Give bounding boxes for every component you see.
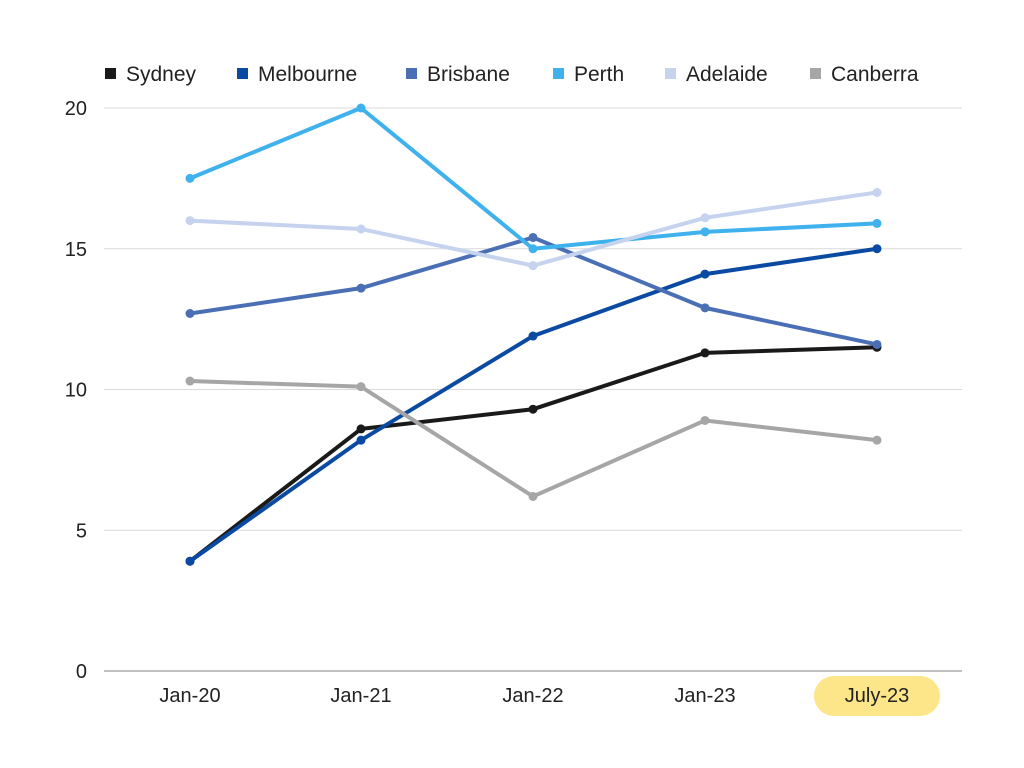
data-point (528, 261, 538, 271)
data-point (356, 224, 366, 234)
data-point (700, 415, 710, 425)
series-canberra (185, 376, 882, 501)
x-tick-label: Jan-21 (330, 685, 391, 707)
data-point (528, 404, 538, 414)
series-brisbane (185, 232, 882, 349)
data-point (356, 424, 366, 434)
legend-label: Brisbane (427, 63, 510, 86)
series-line (188, 345, 879, 564)
legend-swatch (553, 68, 564, 79)
series-perth (185, 103, 882, 254)
data-point (356, 435, 366, 445)
data-point (872, 244, 882, 254)
legend-swatch (406, 68, 417, 79)
legend-item-brisbane: Brisbane (406, 63, 510, 86)
data-point (185, 308, 195, 318)
series-line (188, 235, 879, 347)
series-sydney (185, 342, 882, 566)
series-melbourne (185, 244, 882, 566)
data-point (528, 232, 538, 242)
legend-item-perth: Perth (553, 63, 624, 86)
data-point (185, 556, 195, 566)
legend-swatch (237, 68, 248, 79)
data-point (356, 382, 366, 392)
data-point (700, 227, 710, 237)
y-tick-label: 0 (76, 661, 87, 683)
data-point (356, 103, 366, 113)
data-point (700, 213, 710, 223)
y-tick-label: 15 (65, 239, 87, 261)
data-point (185, 173, 195, 183)
legend-item-adelaide: Adelaide (665, 63, 768, 86)
x-tick-label: Jan-22 (502, 685, 563, 707)
data-point (528, 331, 538, 341)
data-point (700, 348, 710, 358)
legend-label: Sydney (126, 63, 197, 86)
data-point (356, 283, 366, 293)
data-point (528, 491, 538, 501)
y-tick-label: 10 (65, 380, 87, 402)
data-point (872, 218, 882, 228)
legend-swatch (105, 68, 116, 79)
y-tick-label: 5 (76, 520, 87, 542)
data-point (872, 435, 882, 445)
legend-label: Adelaide (686, 63, 768, 86)
gridlines (104, 107, 962, 672)
data-point (872, 187, 882, 197)
data-point (872, 339, 882, 349)
data-point (700, 269, 710, 279)
highlight-pill (814, 676, 940, 716)
legend-label: Melbourne (258, 63, 357, 86)
series-lines (185, 103, 882, 566)
legend-label: Canberra (831, 63, 919, 86)
legend-label: Perth (574, 63, 624, 86)
legend-item-melbourne: Melbourne (237, 63, 357, 86)
legend-swatch (810, 68, 821, 79)
data-point (528, 244, 538, 254)
data-point (700, 303, 710, 313)
x-tick-label: Jan-20 (159, 685, 220, 707)
x-tick-label: July-23 (845, 685, 909, 707)
legend-swatch (665, 68, 676, 79)
axes: 0 5 10 15 20 Jan-20 Jan-21 Jan-22 Jan-23 July-23 (65, 98, 940, 716)
legend: Sydney Melbourne Brisbane Perth Adelaide Canb… (105, 63, 919, 86)
series-adelaide (185, 187, 882, 271)
data-point (185, 216, 195, 226)
legend-item-canberra: Canberra (810, 63, 919, 86)
legend-item-sydney: Sydney (105, 63, 197, 86)
x-tick-label: Jan-23 (674, 685, 735, 707)
data-point (185, 376, 195, 386)
y-tick-label: 20 (65, 98, 87, 120)
